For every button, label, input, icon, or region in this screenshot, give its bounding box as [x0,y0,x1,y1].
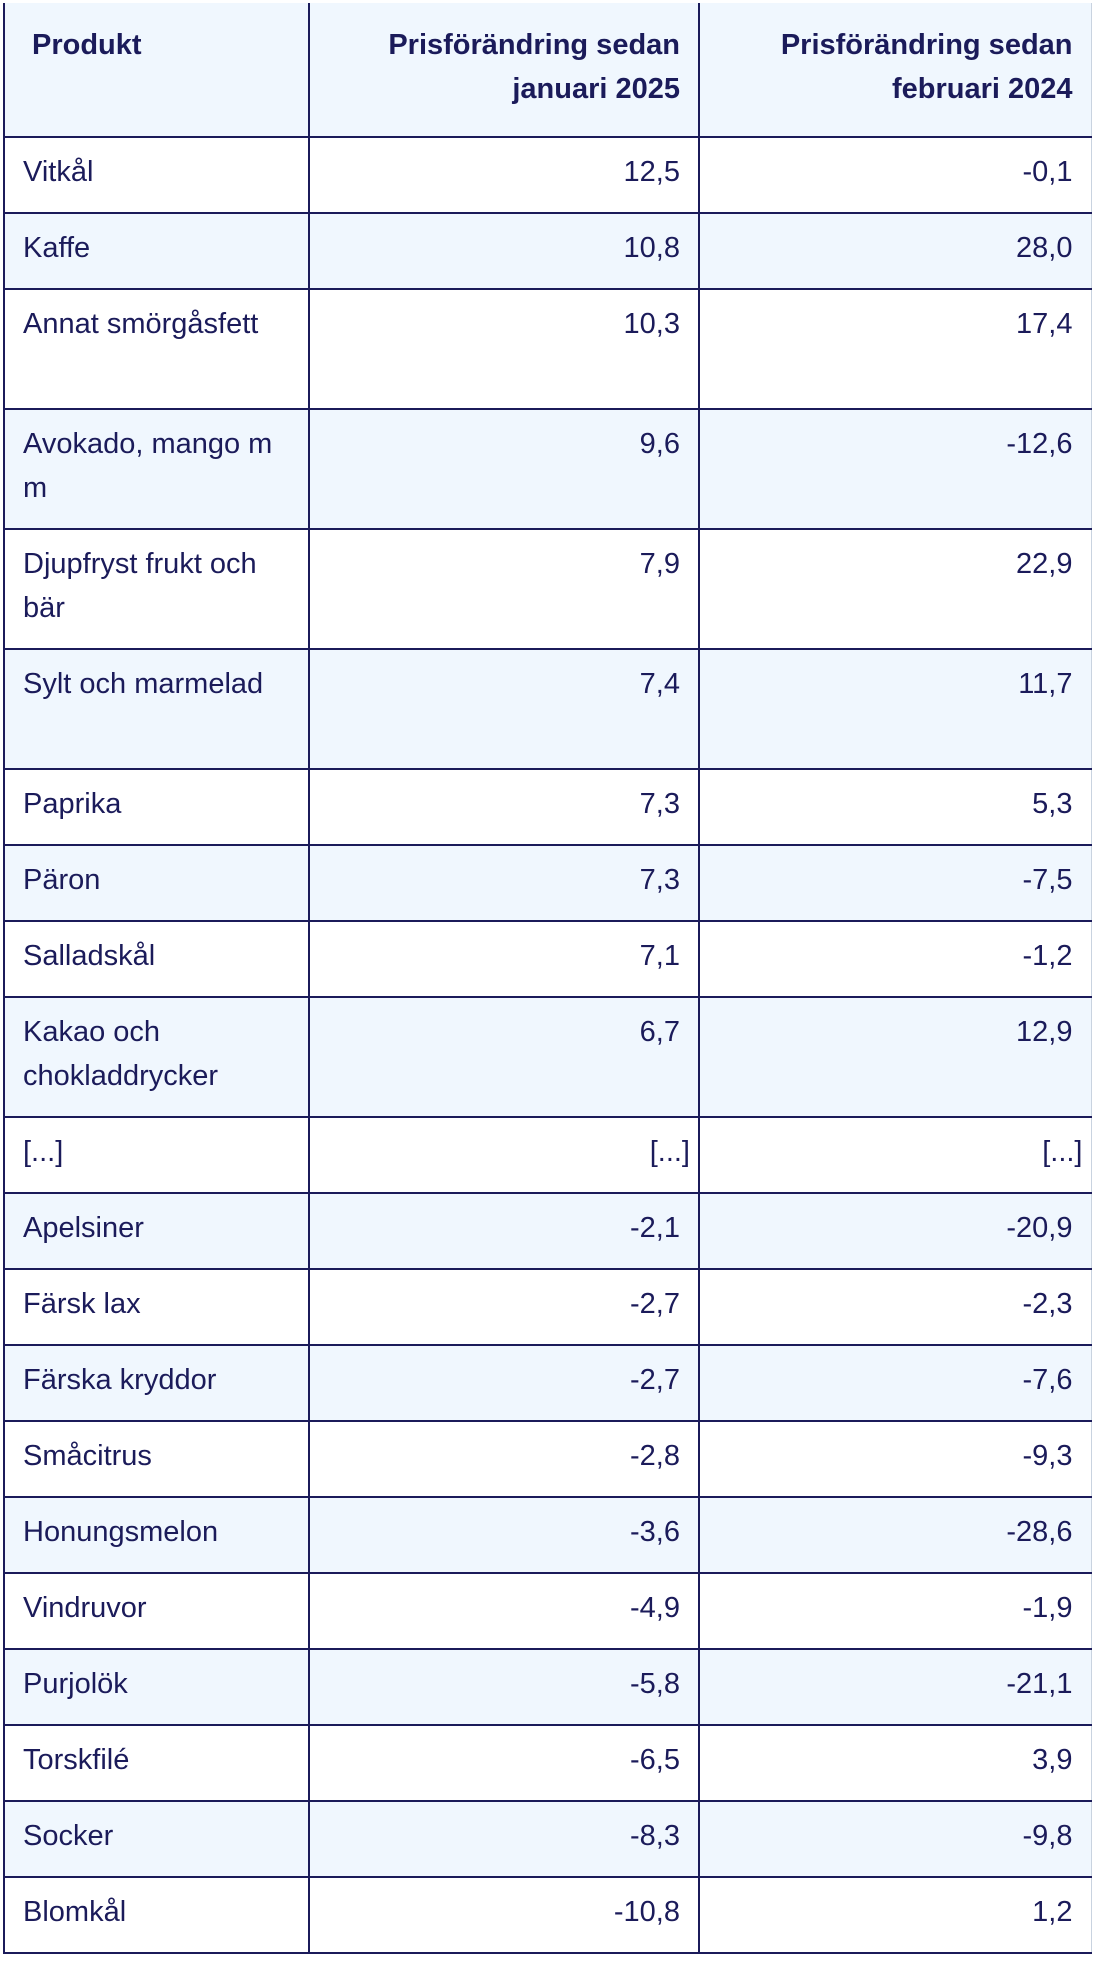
change-feb-2024-cell: -21,1 [699,1649,1091,1726]
table-row: Annat smörgåsfett 10,3 17,4 [4,289,1091,410]
product-cell: Färska kryddor [4,1345,310,1422]
product-cell: Socker [4,1801,310,1878]
product-cell: [...] [4,1117,310,1194]
product-cell: Torskfilé [4,1725,310,1802]
table-row: Sylt och marmelad 7,4 11,7 [4,649,1091,770]
change-jan-2025-cell: 10,3 [309,289,700,410]
change-jan-2025-cell: [...] [309,1117,700,1194]
column-header-change-since-feb-2024: Prisförändring sedan februari 2024 [699,3,1091,138]
column-header-change-since-jan-2025: Prisförändring sedan januari 2025 [309,3,700,138]
product-cell: Kaffe [4,213,310,290]
table-row: Vindruvor -4,9 -1,9 [4,1573,1091,1650]
price-change-table-container: Produkt Prisförändring sedan januari 202… [3,3,1092,1954]
table-row: Småcitrus -2,8 -9,3 [4,1421,1091,1498]
table-row: Socker -8,3 -9,8 [4,1801,1091,1878]
table-row: Purjolök -5,8 -21,1 [4,1649,1091,1726]
product-cell: Apelsiner [4,1193,310,1270]
table-header-row: Produkt Prisförändring sedan januari 202… [4,3,1091,138]
change-feb-2024-cell: -1,2 [699,921,1091,998]
change-feb-2024-cell: -9,8 [699,1801,1091,1878]
table-row: Päron 7,3 -7,5 [4,845,1091,922]
product-cell: Småcitrus [4,1421,310,1498]
table-row: Apelsiner -2,1 -20,9 [4,1193,1091,1270]
change-feb-2024-cell: -9,3 [699,1421,1091,1498]
product-cell: Honungsmelon [4,1497,310,1574]
table-row: Färska kryddor -2,7 -7,6 [4,1345,1091,1422]
table-row: Avokado, mango m m 9,6 -12,6 [4,409,1091,530]
table-row: Färsk lax -2,7 -2,3 [4,1269,1091,1346]
product-cell: Purjolök [4,1649,310,1726]
change-feb-2024-cell: 12,9 [699,997,1091,1118]
table-row: Torskfilé -6,5 3,9 [4,1725,1091,1802]
product-cell: Vitkål [4,137,310,214]
change-jan-2025-cell: -2,1 [309,1193,700,1270]
product-cell: Salladskål [4,921,310,998]
change-jan-2025-cell: -8,3 [309,1801,700,1878]
change-feb-2024-cell: 22,9 [699,529,1091,650]
table-row: Djupfryst frukt och bär 7,9 22,9 [4,529,1091,650]
change-jan-2025-cell: -5,8 [309,1649,700,1726]
change-feb-2024-cell: -2,3 [699,1269,1091,1346]
product-cell: Päron [4,845,310,922]
change-feb-2024-cell: -12,6 [699,409,1091,530]
table-row: Blomkål -10,8 1,2 [4,1877,1091,1954]
change-feb-2024-cell: -28,6 [699,1497,1091,1574]
change-feb-2024-cell: 3,9 [699,1725,1091,1802]
column-header-product: Produkt [4,3,310,138]
table-row: Paprika 7,3 5,3 [4,769,1091,846]
change-feb-2024-cell: -0,1 [699,137,1091,214]
change-feb-2024-cell: 1,2 [699,1877,1091,1954]
product-cell: Paprika [4,769,310,846]
table-row: Salladskål 7,1 -1,2 [4,921,1091,998]
change-feb-2024-cell: [...] [699,1117,1091,1194]
change-feb-2024-cell: -20,9 [699,1193,1091,1270]
change-jan-2025-cell: -2,7 [309,1345,700,1422]
product-cell: Färsk lax [4,1269,310,1346]
product-cell: Avokado, mango m m [4,409,310,530]
change-jan-2025-cell: -2,7 [309,1269,700,1346]
change-jan-2025-cell: 12,5 [309,137,700,214]
change-feb-2024-cell: -1,9 [699,1573,1091,1650]
change-jan-2025-cell: 9,6 [309,409,700,530]
change-feb-2024-cell: -7,6 [699,1345,1091,1422]
product-cell: Blomkål [4,1877,310,1954]
change-jan-2025-cell: 10,8 [309,213,700,290]
table-row-ellipsis: [...] [...] [...] [4,1117,1091,1194]
change-jan-2025-cell: 7,9 [309,529,700,650]
product-cell: Annat smörgåsfett [4,289,310,410]
change-feb-2024-cell: -7,5 [699,845,1091,922]
change-jan-2025-cell: -2,8 [309,1421,700,1498]
product-cell: Vindruvor [4,1573,310,1650]
change-jan-2025-cell: -10,8 [309,1877,700,1954]
table-row: Kakao och chokladdrycker 6,7 12,9 [4,997,1091,1118]
change-jan-2025-cell: 7,4 [309,649,700,770]
change-jan-2025-cell: 7,1 [309,921,700,998]
change-feb-2024-cell: 28,0 [699,213,1091,290]
table-row: Vitkål 12,5 -0,1 [4,137,1091,214]
price-change-table: Produkt Prisförändring sedan januari 202… [3,3,1092,1954]
change-jan-2025-cell: -4,9 [309,1573,700,1650]
change-feb-2024-cell: 11,7 [699,649,1091,770]
change-jan-2025-cell: 6,7 [309,997,700,1118]
change-feb-2024-cell: 5,3 [699,769,1091,846]
product-cell: Djupfryst frukt och bär [4,529,310,650]
product-cell: Sylt och marmelad [4,649,310,770]
change-jan-2025-cell: -3,6 [309,1497,700,1574]
change-jan-2025-cell: -6,5 [309,1725,700,1802]
change-feb-2024-cell: 17,4 [699,289,1091,410]
table-row: Kaffe 10,8 28,0 [4,213,1091,290]
change-jan-2025-cell: 7,3 [309,769,700,846]
table-row: Honungsmelon -3,6 -28,6 [4,1497,1091,1574]
product-cell: Kakao och chokladdrycker [4,997,310,1118]
change-jan-2025-cell: 7,3 [309,845,700,922]
